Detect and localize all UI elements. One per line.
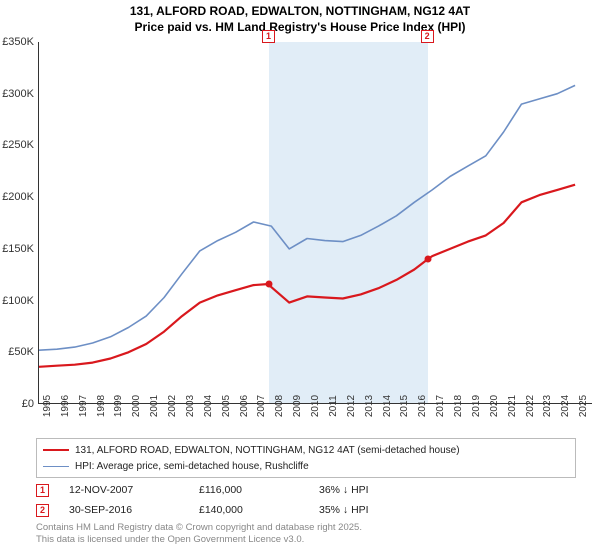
tx-delta: 36% ↓ HPI bbox=[319, 484, 409, 496]
footer-attribution: Contains HM Land Registry data © Crown c… bbox=[36, 522, 362, 547]
y-axis-label: £150K bbox=[2, 243, 34, 255]
y-axis-label: £100K bbox=[2, 295, 34, 307]
legend: 131, ALFORD ROAD, EDWALTON, NOTTINGHAM, … bbox=[36, 438, 576, 478]
tx-price: £116,000 bbox=[199, 484, 319, 496]
x-axis-label: 1995 bbox=[42, 395, 53, 417]
y-axis-label: £300K bbox=[2, 88, 34, 100]
x-axis-label: 2010 bbox=[310, 395, 321, 417]
tx-date: 12-NOV-2007 bbox=[69, 484, 199, 496]
tx-date: 30-SEP-2016 bbox=[69, 504, 199, 516]
x-axis-label: 2008 bbox=[274, 395, 285, 417]
x-axis-label: 2017 bbox=[435, 395, 446, 417]
x-axis-label: 2011 bbox=[328, 395, 339, 417]
x-axis-label: 1999 bbox=[113, 395, 124, 417]
legend-swatch bbox=[43, 466, 69, 467]
x-axis-label: 2024 bbox=[560, 395, 571, 417]
series-line-hpi bbox=[39, 85, 575, 350]
plot-area: 12 bbox=[38, 42, 592, 404]
x-axis-label: 2012 bbox=[346, 395, 357, 417]
x-axis-label: 2015 bbox=[399, 395, 410, 417]
x-axis-label: 2021 bbox=[507, 395, 518, 417]
x-axis-label: 2004 bbox=[203, 395, 214, 417]
legend-swatch bbox=[43, 449, 69, 451]
tx-price: £140,000 bbox=[199, 504, 319, 516]
transaction-dot bbox=[265, 281, 272, 288]
x-axis-label: 2006 bbox=[239, 395, 250, 417]
marker-badge: 2 bbox=[421, 30, 434, 43]
table-row: 1 12-NOV-2007 £116,000 36% ↓ HPI bbox=[36, 480, 409, 500]
series-line-price_paid bbox=[39, 185, 575, 367]
marker-badge: 2 bbox=[36, 504, 49, 517]
marker-badge: 1 bbox=[36, 484, 49, 497]
title-block: 131, ALFORD ROAD, EDWALTON, NOTTINGHAM, … bbox=[0, 0, 600, 37]
line-series-svg bbox=[39, 42, 593, 404]
x-axis-label: 2014 bbox=[382, 395, 393, 417]
transaction-dot bbox=[424, 256, 431, 263]
x-axis-label: 1997 bbox=[78, 395, 89, 417]
x-axis-label: 2025 bbox=[578, 395, 589, 417]
x-axis-label: 2020 bbox=[489, 395, 500, 417]
title-subtitle: Price paid vs. HM Land Registry's House … bbox=[0, 20, 600, 36]
x-axis-label: 2022 bbox=[525, 395, 536, 417]
x-axis-label: 2016 bbox=[417, 395, 428, 417]
x-axis-label: 2013 bbox=[364, 395, 375, 417]
marker-badge: 1 bbox=[262, 30, 275, 43]
chart-container: 131, ALFORD ROAD, EDWALTON, NOTTINGHAM, … bbox=[0, 0, 600, 560]
x-axis-label: 2019 bbox=[471, 395, 482, 417]
x-axis-label: 1996 bbox=[60, 395, 71, 417]
title-address: 131, ALFORD ROAD, EDWALTON, NOTTINGHAM, … bbox=[0, 4, 600, 20]
x-axis-label: 2007 bbox=[256, 395, 267, 417]
y-axis-label: £50K bbox=[8, 346, 34, 358]
legend-text: 131, ALFORD ROAD, EDWALTON, NOTTINGHAM, … bbox=[75, 445, 460, 456]
x-axis-label: 2009 bbox=[292, 395, 303, 417]
x-axis-label: 2000 bbox=[131, 395, 142, 417]
y-axis-label: £250K bbox=[2, 139, 34, 151]
x-axis-label: 2005 bbox=[221, 395, 232, 417]
legend-item: HPI: Average price, semi-detached house,… bbox=[43, 458, 569, 474]
legend-item: 131, ALFORD ROAD, EDWALTON, NOTTINGHAM, … bbox=[43, 442, 569, 458]
footer-line: This data is licensed under the Open Gov… bbox=[36, 534, 362, 546]
tx-delta: 35% ↓ HPI bbox=[319, 504, 409, 516]
table-row: 2 30-SEP-2016 £140,000 35% ↓ HPI bbox=[36, 500, 409, 520]
y-axis-label: £200K bbox=[2, 191, 34, 203]
y-axis-label: £350K bbox=[2, 36, 34, 48]
transactions-table: 1 12-NOV-2007 £116,000 36% ↓ HPI 2 30-SE… bbox=[36, 480, 409, 520]
x-axis-label: 2003 bbox=[185, 395, 196, 417]
footer-line: Contains HM Land Registry data © Crown c… bbox=[36, 522, 362, 534]
x-axis-label: 2001 bbox=[149, 395, 160, 417]
x-axis-label: 2002 bbox=[167, 395, 178, 417]
x-axis-label: 2018 bbox=[453, 395, 464, 417]
x-axis-label: 2023 bbox=[542, 395, 553, 417]
x-axis-label: 1998 bbox=[96, 395, 107, 417]
y-axis-label: £0 bbox=[22, 398, 34, 410]
legend-text: HPI: Average price, semi-detached house,… bbox=[75, 461, 309, 472]
